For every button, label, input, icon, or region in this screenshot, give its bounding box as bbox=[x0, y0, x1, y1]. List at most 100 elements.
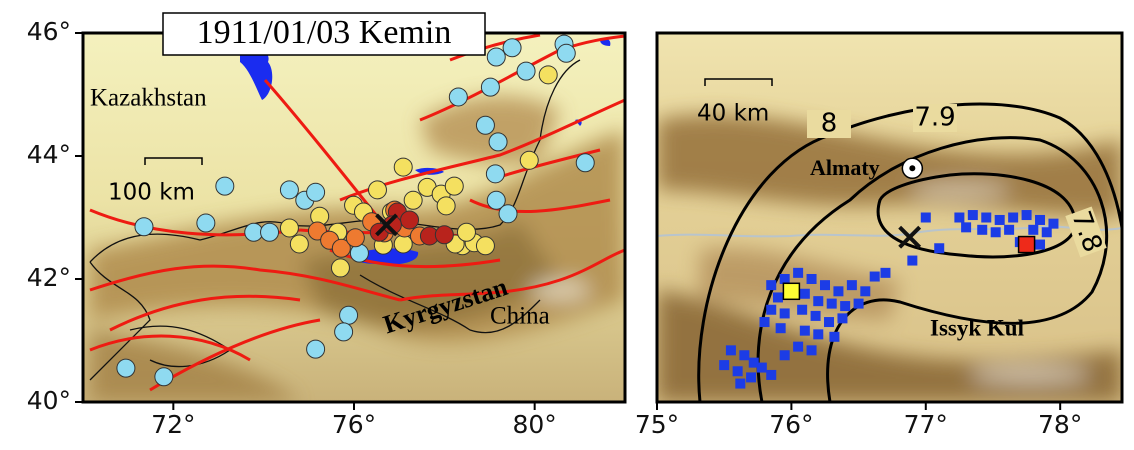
event-circle bbox=[517, 62, 535, 80]
x-tick-label: 77° bbox=[904, 410, 948, 439]
event-circle bbox=[487, 48, 505, 66]
y-tick-label: 42° bbox=[27, 263, 71, 292]
aftershock bbox=[766, 370, 776, 380]
y-tick-label: 46° bbox=[27, 17, 71, 46]
aftershock bbox=[981, 213, 991, 223]
event-circle bbox=[476, 116, 494, 134]
event-circle bbox=[404, 191, 422, 209]
aftershock bbox=[800, 289, 810, 299]
aftershock bbox=[860, 286, 870, 296]
aftershock bbox=[934, 243, 944, 253]
event-circle bbox=[261, 223, 279, 241]
aftershock bbox=[961, 222, 971, 232]
country-label: China bbox=[490, 303, 550, 330]
aftershock bbox=[907, 256, 917, 266]
aftershock bbox=[1028, 225, 1038, 235]
event-circle bbox=[437, 197, 455, 215]
aftershock bbox=[991, 227, 1001, 237]
event-circle bbox=[335, 323, 353, 341]
aftershock bbox=[837, 313, 847, 323]
event-circle bbox=[481, 78, 499, 96]
highlight-square bbox=[1019, 237, 1035, 253]
aftershock bbox=[847, 280, 857, 290]
aftershock bbox=[780, 308, 790, 318]
aftershock bbox=[776, 323, 786, 333]
aftershock bbox=[977, 225, 987, 235]
event-circle bbox=[197, 214, 215, 232]
city-label: Almaty bbox=[810, 155, 880, 180]
figure: 87.97.8 72°76°80°40°42°44°46°75°76°77°78… bbox=[0, 0, 1134, 450]
scale-label: 100 km bbox=[108, 180, 195, 206]
country-label: Kazakhstan bbox=[90, 85, 207, 112]
event-circle bbox=[307, 340, 325, 358]
x-tick-label: 76° bbox=[769, 410, 813, 439]
event-circle bbox=[401, 211, 419, 229]
event-circle bbox=[117, 359, 135, 377]
aftershock bbox=[880, 268, 890, 278]
aftershock bbox=[811, 311, 821, 321]
event-circle bbox=[245, 223, 263, 241]
aftershock bbox=[793, 268, 803, 278]
aftershock bbox=[739, 350, 749, 360]
aftershock bbox=[719, 360, 729, 370]
event-circle bbox=[135, 218, 153, 236]
event-circle bbox=[368, 181, 386, 199]
event-circle bbox=[280, 219, 298, 237]
aftershock bbox=[773, 292, 783, 302]
aftershock bbox=[780, 350, 790, 360]
event-circle bbox=[557, 44, 575, 62]
x-tick-label: 78° bbox=[1038, 410, 1082, 439]
aftershock bbox=[726, 345, 736, 355]
aftershock bbox=[820, 280, 830, 290]
aftershock bbox=[807, 345, 817, 355]
aftershock bbox=[746, 372, 756, 382]
aftershock bbox=[968, 210, 978, 220]
aftershock bbox=[793, 342, 803, 352]
aftershock bbox=[870, 272, 880, 282]
event-circle bbox=[489, 133, 507, 151]
scale-label: 40 km bbox=[697, 101, 769, 127]
event-circle bbox=[331, 259, 349, 277]
aftershock bbox=[1004, 225, 1014, 235]
aftershock bbox=[840, 301, 850, 311]
event-circle bbox=[290, 235, 308, 253]
aftershock bbox=[760, 317, 770, 327]
aftershock bbox=[733, 366, 743, 376]
event-circle bbox=[520, 151, 538, 169]
contour-label: 7.9 bbox=[914, 103, 955, 133]
event-circle bbox=[155, 368, 173, 386]
event-circle bbox=[499, 205, 517, 223]
event-circle bbox=[394, 235, 412, 253]
aftershock bbox=[921, 213, 931, 223]
aftershock bbox=[954, 213, 964, 223]
aftershock bbox=[807, 274, 817, 284]
event-circle bbox=[394, 158, 412, 176]
x-tick-label: 75° bbox=[635, 410, 679, 439]
event-circle bbox=[307, 183, 325, 201]
city-dot bbox=[909, 165, 915, 171]
y-tick-label: 40° bbox=[27, 386, 71, 415]
event-circle bbox=[280, 181, 298, 199]
event-circle bbox=[486, 165, 504, 183]
aftershock bbox=[854, 299, 864, 309]
event-circle bbox=[539, 66, 557, 84]
event-circle bbox=[445, 177, 463, 195]
aftershock bbox=[766, 305, 776, 315]
aftershock bbox=[824, 317, 834, 327]
x-tick-label: 76° bbox=[332, 410, 376, 439]
aftershock bbox=[757, 363, 767, 373]
aftershock bbox=[797, 305, 807, 315]
contour-label: 8 bbox=[821, 109, 838, 139]
lake-label: Issyk Kul bbox=[930, 315, 1024, 340]
aftershock bbox=[780, 274, 790, 284]
title: 1911/01/03 Kemin bbox=[197, 14, 452, 51]
aftershock bbox=[813, 329, 823, 339]
aftershock bbox=[813, 296, 823, 306]
x-tick-label: 80° bbox=[513, 410, 557, 439]
y-tick-label: 44° bbox=[27, 140, 71, 169]
aftershock bbox=[1042, 227, 1052, 237]
aftershock bbox=[995, 215, 1005, 225]
aftershock bbox=[735, 379, 745, 389]
aftershock bbox=[827, 299, 837, 309]
aftershock bbox=[1035, 240, 1045, 250]
